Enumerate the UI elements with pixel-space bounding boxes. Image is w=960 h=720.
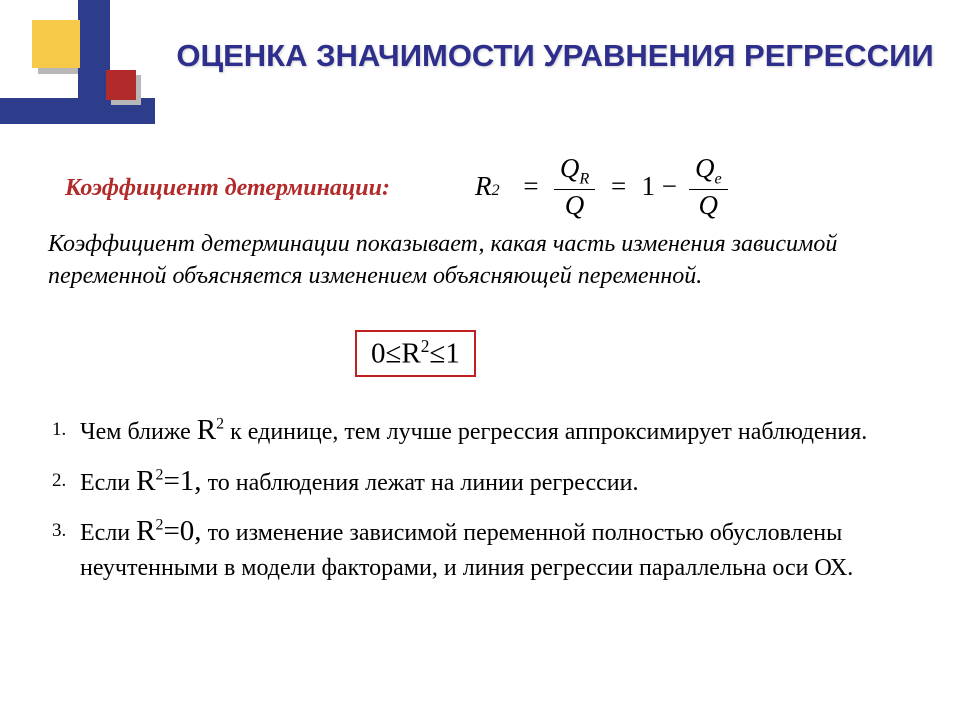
r-symbol: R (136, 515, 155, 547)
r-squared-range-box: 0≤R2≤1 (355, 330, 476, 377)
item-mid: =0, (163, 515, 201, 547)
item-mid: =1, (163, 465, 201, 497)
frac1-sub: R (579, 169, 589, 187)
yellow-square (32, 20, 80, 68)
formula-lhs-sup: 2 (492, 181, 500, 200)
fraction-qr-q: QR Q (554, 155, 595, 219)
r-symbol: R (136, 465, 155, 497)
fraction-qe-q: Qe Q (689, 155, 728, 219)
item-pre: Если (80, 470, 136, 496)
list-item: 2. Если R2=1, то наблюдения лежат на лин… (52, 461, 922, 502)
list-item: 1. Чем ближе R2 к единице, тем лучше рег… (52, 410, 922, 451)
item-body: Чем ближе R2 к единице, тем лучше регрес… (80, 410, 922, 451)
equals-2: = (603, 171, 633, 202)
frac1-num: Q (560, 153, 580, 183)
slide-title: ОЦЕНКА ЗНАЧИМОСТИ УРАВНЕНИЯ РЕГРЕССИИ (175, 36, 935, 76)
frac1-den: Q (559, 190, 591, 219)
item-post: к единице, тем лучше регрессия аппроксим… (224, 419, 867, 445)
item-post: то наблюдения лежат на линии регрессии. (202, 470, 639, 496)
properties-list: 1. Чем ближе R2 к единице, тем лучше рег… (52, 410, 922, 595)
r-symbol: R (197, 414, 216, 446)
frac2-num: Q (695, 153, 715, 183)
item-pre: Чем ближе (80, 419, 197, 445)
item-body: Если R2=1, то наблюдения лежат на линии … (80, 461, 922, 502)
r-squared-formula: R2 = QR Q = 1 − Qe Q (475, 155, 728, 219)
item-body: Если R2=0, то изменение зависимой переме… (80, 511, 922, 585)
formula-lhs: R (475, 171, 492, 202)
boxed-pre: 0≤R (371, 338, 421, 370)
red-square (106, 70, 136, 100)
item-number: 2. (52, 461, 80, 502)
item-pre: Если (80, 520, 136, 546)
frac2-den: Q (693, 190, 725, 219)
frac2-sub: e (714, 169, 721, 187)
explanation-text: Коэффициент детерминации показывает, как… (48, 228, 928, 293)
subtitle-determination: Коэффициент детерминации: (65, 175, 390, 202)
one-minus: 1 − (641, 171, 680, 202)
equals-1: = (508, 171, 546, 202)
item-number: 1. (52, 410, 80, 451)
r-sup: 2 (216, 415, 224, 432)
list-item: 3. Если R2=0, то изменение зависимой пер… (52, 511, 922, 585)
boxed-tail: ≤1 (429, 338, 459, 370)
item-number: 3. (52, 511, 80, 585)
